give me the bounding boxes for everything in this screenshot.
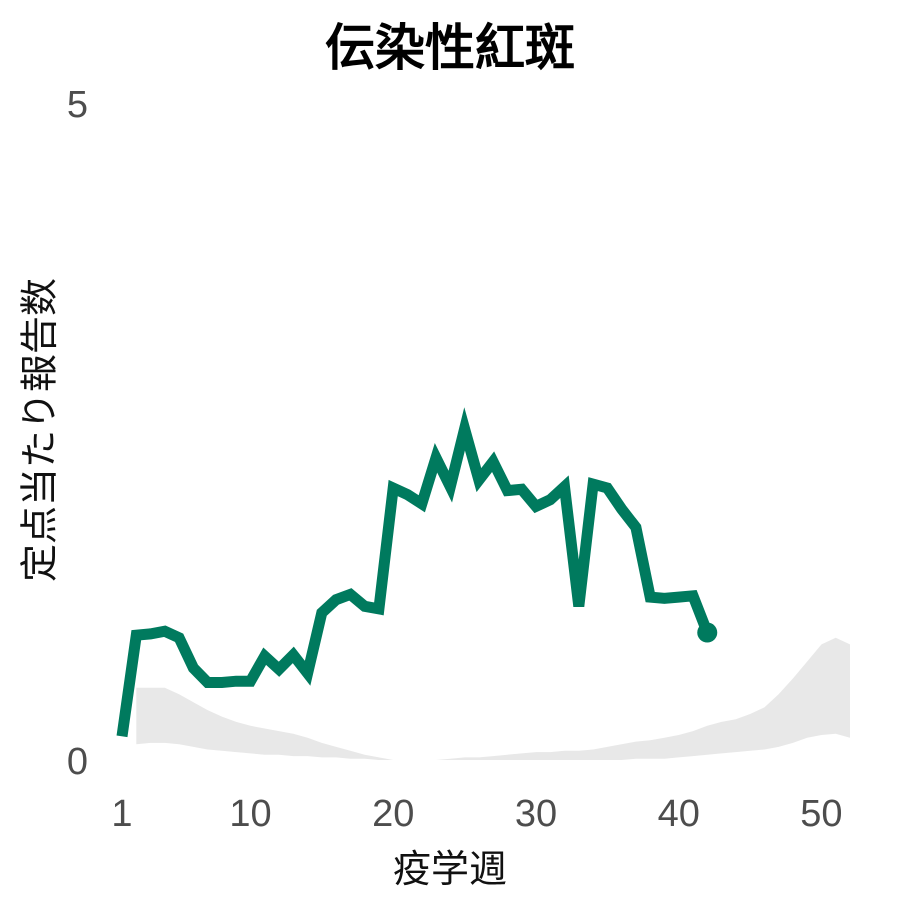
past-range-band [136, 637, 851, 760]
x-tick-label: 10 [229, 793, 271, 835]
latest-point-marker [697, 622, 718, 643]
series-line [116, 407, 713, 738]
chart-title: 伝染性紅斑 [325, 19, 575, 77]
x-tick-label: 50 [800, 793, 842, 835]
y-tick-label: 0 [67, 741, 88, 783]
x-tick-label: 30 [515, 793, 557, 835]
y-tick-label: 5 [67, 84, 88, 126]
x-tick-label: 40 [658, 793, 700, 835]
x-tick-label: 20 [372, 793, 414, 835]
x-axis-label: 疫学週 [392, 847, 507, 891]
x-tick-label: 1 [111, 793, 132, 835]
